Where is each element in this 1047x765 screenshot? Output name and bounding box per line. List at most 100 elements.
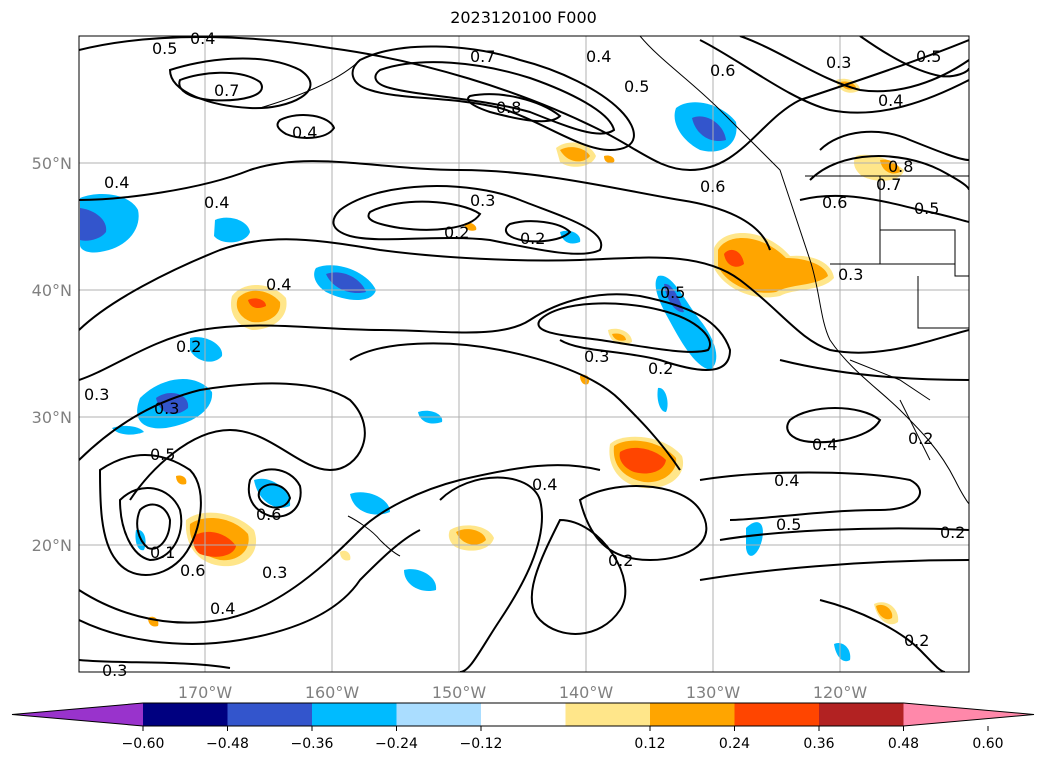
positive-patch	[718, 238, 828, 293]
contour-line	[739, 36, 969, 93]
contour-line	[578, 485, 708, 562]
longitude-label: 120°W	[813, 683, 868, 702]
contour-line	[79, 382, 366, 501]
contour-line	[530, 518, 627, 635]
negative-patch	[112, 425, 144, 435]
colorbar-tick-label: −0.36	[291, 736, 334, 752]
positive-patch	[248, 298, 266, 308]
contour-label: 0.7	[470, 47, 495, 66]
contour-label: 0.4	[532, 475, 557, 494]
colorbar-tick-label: 0.36	[803, 736, 834, 752]
negative-patch	[834, 642, 851, 662]
contour-line	[79, 238, 969, 354]
contour-label: 0.6	[256, 505, 281, 524]
contour-line	[779, 359, 969, 381]
contour-line	[79, 36, 969, 172]
negative-patch	[746, 522, 763, 556]
contour-label: 0.1	[150, 543, 175, 562]
negative-patch	[692, 116, 726, 142]
colorbar-tick-label: 0.24	[719, 736, 750, 752]
longitude-axis: 170°W 160°W 150°W 140°W 130°W 120°W	[178, 683, 868, 702]
contour-line	[786, 407, 882, 444]
contour-label: 0.4	[586, 47, 611, 66]
contour-label: 0.5	[914, 199, 939, 218]
contour-line	[79, 160, 771, 251]
negative-patch	[560, 230, 581, 244]
contour-label: 0.2	[648, 359, 673, 378]
contour-line	[332, 185, 603, 255]
contour-label: 0.6	[822, 193, 847, 212]
contour-line	[467, 93, 562, 123]
contour-label: 0.4	[210, 599, 235, 618]
longitude-label: 170°W	[178, 683, 233, 702]
contour-line	[699, 39, 969, 114]
contour-line	[168, 57, 312, 110]
contour-line	[819, 130, 969, 161]
negative-patch	[190, 337, 223, 362]
coastline	[259, 59, 361, 109]
contour-label: 0.4	[812, 435, 837, 454]
positive-patch	[340, 550, 351, 561]
contour-line	[504, 220, 572, 243]
contour-label: 0.8	[496, 98, 521, 117]
colorbar-segment	[143, 703, 228, 726]
negative-patch	[404, 569, 437, 592]
negative-patch	[350, 492, 390, 515]
contour-line	[374, 61, 616, 135]
positive-patch	[612, 333, 626, 341]
contour-label: 0.3	[154, 399, 179, 418]
negative-patch	[214, 217, 250, 243]
positive-patch	[604, 155, 615, 163]
colorbar-tick-label: 0.60	[972, 736, 1003, 752]
contour-label: 0.3	[84, 385, 109, 404]
contour-label: 0.5	[152, 39, 177, 58]
colorbar-segment	[819, 703, 904, 726]
contour-label: 0.5	[150, 445, 175, 464]
contour-line	[257, 483, 292, 509]
colorbar-tick-label: −0.24	[375, 736, 418, 752]
negative-patch	[664, 283, 684, 313]
latitude-axis: 50°N 40°N 30°N 20°N	[32, 154, 72, 555]
contour-line	[809, 155, 969, 191]
contour-label: 0.5	[776, 515, 801, 534]
contour-line	[79, 659, 231, 669]
contour-label: 0.4	[774, 471, 799, 490]
positive-patch	[724, 249, 744, 267]
contour-line	[79, 293, 732, 381]
contour-label: 0.3	[584, 347, 609, 366]
positive-patch	[854, 154, 904, 181]
colorbar-segment	[650, 703, 735, 726]
contour-label: 0.2	[940, 523, 965, 542]
contour-line	[349, 342, 681, 471]
colorbar-tick-label: −0.48	[206, 736, 249, 752]
positive-patch	[560, 147, 590, 162]
contour-line	[367, 200, 482, 231]
contour-line	[98, 454, 202, 576]
longitude-label: 140°W	[559, 683, 614, 702]
contour-line	[118, 486, 183, 562]
colorbar-extend-high	[903, 703, 1034, 726]
contour-label: 0.6	[700, 177, 725, 196]
contour-label: 0.3	[826, 53, 851, 72]
colorbar-extend-low	[12, 703, 143, 726]
contour-line	[276, 113, 336, 139]
contour-label: 0.2	[608, 551, 633, 570]
contour-line	[351, 45, 635, 152]
positive-patch	[619, 447, 666, 474]
contour-line	[719, 527, 969, 541]
border	[849, 359, 931, 401]
latitude-label: 20°N	[32, 536, 72, 555]
plot-frame	[78, 35, 970, 673]
border	[830, 263, 969, 277]
contour-label: 0.4	[266, 275, 291, 294]
latitude-label: 40°N	[32, 281, 72, 300]
contour-line	[79, 464, 601, 624]
contour-label: 0.2	[904, 631, 929, 650]
negative-patch	[657, 387, 668, 412]
positive-patch	[176, 475, 187, 485]
contour-line	[819, 599, 946, 672]
border	[880, 229, 956, 264]
contour-label: 0.5	[660, 283, 685, 302]
contour-label: 0.2	[444, 223, 469, 242]
contour-line	[699, 471, 921, 521]
